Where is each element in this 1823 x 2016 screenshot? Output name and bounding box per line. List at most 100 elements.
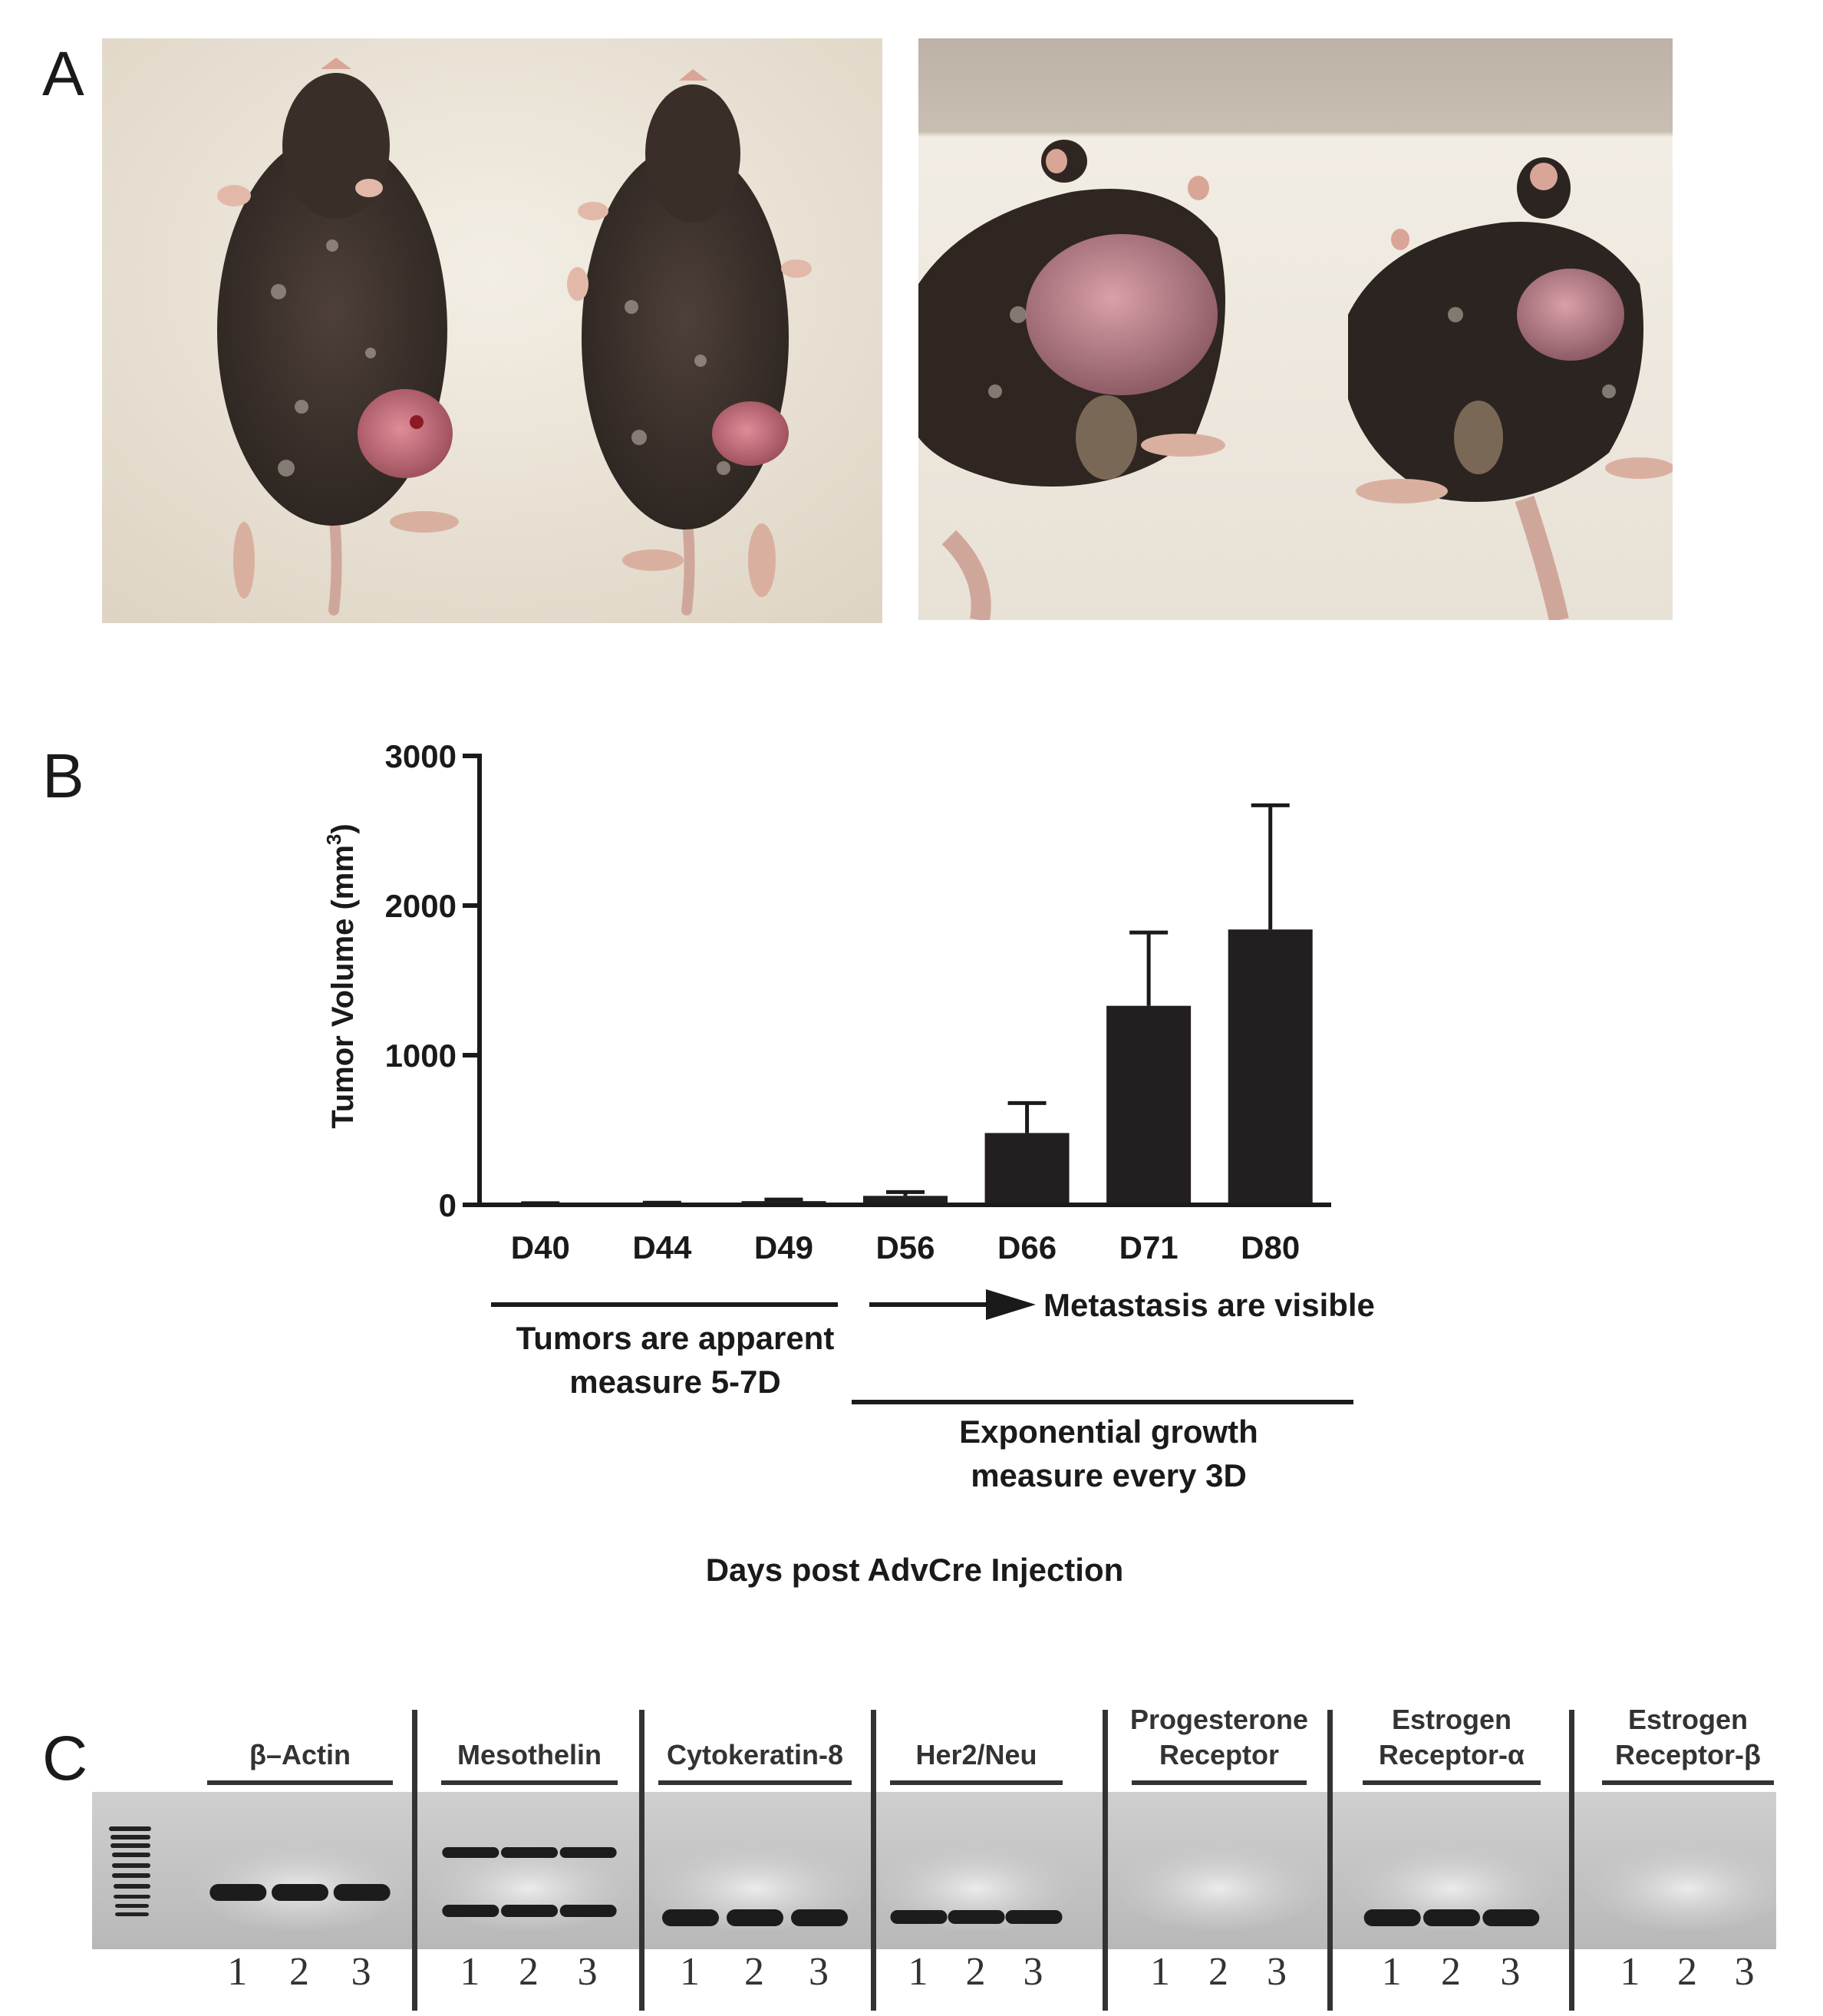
gel-header-3: Cytokeratin-8 bbox=[643, 1702, 867, 1773]
bar-d66 bbox=[984, 1133, 1070, 1205]
lane-number: 1 bbox=[1620, 1950, 1640, 1994]
gel-header-line2: Receptor-α bbox=[1378, 1739, 1525, 1770]
gel-header-line1 bbox=[875, 1702, 1078, 1737]
x-tick-label: D40 bbox=[511, 1229, 570, 1265]
mice-rear-photo bbox=[918, 38, 1673, 620]
gel-band bbox=[948, 1910, 1005, 1924]
gel-header-5: Progesterone Receptor bbox=[1116, 1702, 1322, 1773]
gel-header-4: Her2/Neu bbox=[875, 1702, 1078, 1773]
lane-number: 2 bbox=[1441, 1950, 1461, 1994]
gel-band bbox=[272, 1884, 328, 1901]
gel-band bbox=[209, 1884, 267, 1901]
gel-band bbox=[1005, 1910, 1063, 1924]
gel-header-line1 bbox=[643, 1702, 867, 1737]
lane-number: 3 bbox=[577, 1950, 598, 1994]
gel-divider bbox=[871, 1710, 876, 2011]
gel-lane-glow bbox=[1587, 1838, 1776, 1930]
gel-header-line1 bbox=[426, 1702, 633, 1737]
gel-header-rule bbox=[207, 1780, 393, 1785]
gel-band bbox=[559, 1847, 617, 1858]
gel-lane-glow bbox=[1116, 1838, 1322, 1930]
gel-band bbox=[442, 1847, 499, 1858]
gel-header-rule bbox=[1363, 1780, 1541, 1785]
gel-header-line2: Cytokeratin-8 bbox=[666, 1739, 844, 1770]
lane-number: 2 bbox=[1677, 1950, 1697, 1994]
gel-header-line2: Her2/Neu bbox=[915, 1739, 1037, 1770]
gel-header-rule bbox=[1602, 1780, 1774, 1785]
lane-number: 2 bbox=[289, 1950, 309, 1994]
lane-number: 3 bbox=[1734, 1950, 1755, 1994]
gel-header-rule bbox=[1132, 1780, 1307, 1785]
lane-number: 3 bbox=[351, 1950, 371, 1994]
phase1-line1: Tumors are apparent bbox=[516, 1320, 835, 1356]
bar-d80 bbox=[1228, 929, 1313, 1205]
x-tick-label: D80 bbox=[1241, 1229, 1300, 1265]
gel-header-line1 bbox=[192, 1702, 408, 1737]
gel-divider bbox=[639, 1710, 644, 2011]
gel-band bbox=[501, 1847, 558, 1858]
gel-band bbox=[727, 1909, 783, 1926]
gel-header-6: Estrogen Receptor-α bbox=[1347, 1702, 1556, 1773]
panel-label-a: A bbox=[42, 39, 84, 109]
lane-number: 1 bbox=[1381, 1950, 1402, 1994]
dna-ladder bbox=[109, 1826, 151, 1916]
lane-number: 3 bbox=[1267, 1950, 1287, 1994]
metastasis-arrow-head bbox=[986, 1289, 1036, 1320]
lane-number: 2 bbox=[1208, 1950, 1228, 1994]
gel-band bbox=[662, 1909, 719, 1926]
gel-lane-glow bbox=[1347, 1838, 1556, 1930]
lane-number: 1 bbox=[908, 1950, 928, 1994]
gel-header-2: Mesothelin bbox=[426, 1702, 633, 1773]
lane-number: 2 bbox=[965, 1950, 986, 1994]
y-tick-label: 2000 bbox=[385, 888, 457, 924]
x-tick-label: D56 bbox=[875, 1229, 935, 1265]
y-tick-label: 1000 bbox=[385, 1038, 457, 1074]
x-tick-label: D71 bbox=[1119, 1229, 1179, 1265]
gel-divider bbox=[1103, 1710, 1108, 2011]
phase1-line2: measure 5-7D bbox=[569, 1364, 780, 1400]
gel-band bbox=[333, 1884, 391, 1901]
gel-divider bbox=[412, 1710, 417, 2011]
x-tick-label: D49 bbox=[754, 1229, 813, 1265]
gel-band bbox=[1363, 1909, 1421, 1926]
gel-header-line2: Receptor-β bbox=[1614, 1739, 1761, 1770]
x-tick-label: D44 bbox=[632, 1229, 692, 1265]
tumor-volume-chart: D40 D44 D49 D56 D66 D71 D80 0 1000 2000 3000 Tumor… bbox=[322, 738, 1375, 1588]
lane-number: 2 bbox=[744, 1950, 764, 1994]
lane-number: 3 bbox=[1023, 1950, 1043, 1994]
gel-header-rule bbox=[658, 1780, 852, 1785]
gel-header-line1: Estrogen bbox=[1627, 1704, 1749, 1735]
gel-band bbox=[559, 1905, 617, 1917]
x-axis-label: Days post AdvCre Injection bbox=[706, 1552, 1124, 1588]
gel-band bbox=[501, 1905, 558, 1917]
y-axis-label: Tumor Volume (mm3) bbox=[322, 823, 360, 1128]
gel-header-1: β–Actin bbox=[192, 1702, 408, 1773]
gel-header-line2: β–Actin bbox=[249, 1739, 351, 1770]
panel-label-b: B bbox=[42, 741, 84, 811]
lane-number: 1 bbox=[1150, 1950, 1170, 1994]
lane-number: 1 bbox=[460, 1950, 480, 1994]
phase2-line2: measure every 3D bbox=[971, 1457, 1247, 1493]
y-tick-label: 3000 bbox=[385, 738, 457, 774]
panel-label-c: C bbox=[42, 1724, 88, 1793]
gel-header-line1: Progesterone bbox=[1129, 1704, 1309, 1735]
gel-divider bbox=[1327, 1710, 1333, 2011]
y-tick-label: 0 bbox=[439, 1187, 457, 1223]
lane-number: 2 bbox=[519, 1950, 539, 1994]
mice-dorsal-photo bbox=[102, 38, 882, 623]
gel-header-rule bbox=[441, 1780, 618, 1785]
gel-header-7: Estrogen Receptor-β bbox=[1587, 1702, 1789, 1773]
lane-number: 3 bbox=[809, 1950, 829, 1994]
gel-band bbox=[1482, 1909, 1540, 1926]
lane-number: 1 bbox=[680, 1950, 700, 1994]
lane-number: 1 bbox=[227, 1950, 248, 1994]
bar-d56 bbox=[863, 1196, 948, 1205]
gel-header-line2: Receptor bbox=[1159, 1739, 1280, 1770]
gel-header-line2: Mesothelin bbox=[457, 1739, 602, 1770]
gel-lane-glow bbox=[875, 1838, 1078, 1930]
gel-band bbox=[890, 1910, 948, 1924]
metastasis-label: Metastasis are visible bbox=[1043, 1287, 1375, 1323]
gel-band bbox=[1423, 1909, 1480, 1926]
gel-divider bbox=[1569, 1710, 1574, 2011]
bar-d71 bbox=[1106, 1005, 1192, 1205]
